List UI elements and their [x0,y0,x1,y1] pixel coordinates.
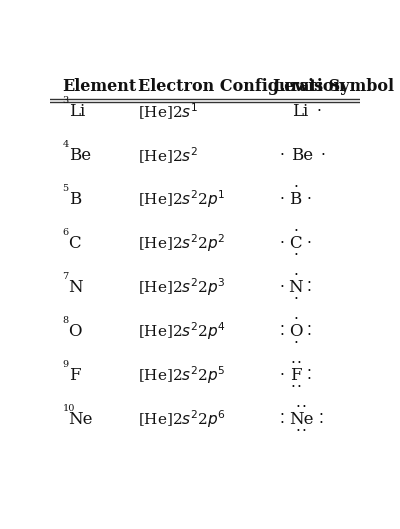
Text: ·: · [296,424,300,439]
Text: O: O [69,323,82,340]
Text: ·: · [317,104,322,119]
Text: N: N [288,279,303,296]
Text: $\mathregular{[He]2}s^{2}\mathregular{2}p^{2}$: $\mathregular{[He]2}s^{2}\mathregular{2}… [138,233,226,254]
Text: ·: · [293,268,298,283]
Text: 10: 10 [62,404,75,413]
Text: ·: · [290,380,295,395]
Text: Element: Element [62,78,137,95]
Text: ·: · [307,285,312,299]
Text: ·: · [307,329,312,343]
Text: O: O [289,323,302,340]
Text: ·: · [280,280,284,295]
Text: ·: · [307,236,312,251]
Text: ·: · [296,380,301,395]
Text: ·: · [302,400,307,415]
Text: ·: · [280,407,284,423]
Text: ·: · [280,320,284,334]
Text: ·: · [293,248,298,263]
Text: 6: 6 [62,227,68,236]
Text: ·: · [293,336,298,351]
Text: ·: · [293,292,298,307]
Text: $\mathregular{[He]2}s^{1}$: $\mathregular{[He]2}s^{1}$ [138,102,199,122]
Text: F: F [69,367,80,384]
Text: B: B [289,191,302,208]
Text: Ne: Ne [289,411,313,428]
Text: C: C [289,235,302,252]
Text: ·: · [280,192,284,207]
Text: ·: · [307,192,312,207]
Text: $\mathregular{[He]2}s^{2}\mathregular{2}p^{6}$: $\mathregular{[He]2}s^{2}\mathregular{2}… [138,408,226,430]
Text: F: F [290,367,301,384]
Text: 8: 8 [62,316,68,325]
Text: ·: · [307,372,312,387]
Text: ·: · [307,363,312,379]
Text: 7: 7 [62,271,69,280]
Text: 4: 4 [62,140,69,149]
Text: ·: · [290,356,295,371]
Text: ·: · [320,148,325,163]
Text: ·: · [318,416,323,432]
Text: 5: 5 [62,184,68,193]
Text: ·: · [293,180,298,195]
Text: Be: Be [69,147,91,164]
Text: C: C [69,235,81,252]
Text: $\mathregular{[He]2}s^{2}\mathregular{2}p^{3}$: $\mathregular{[He]2}s^{2}\mathregular{2}… [138,277,226,298]
Text: ·: · [280,329,284,343]
Text: $\mathregular{[He]2}s^{2}\mathregular{2}p^{4}$: $\mathregular{[He]2}s^{2}\mathregular{2}… [138,321,226,342]
Text: ·: · [296,400,300,415]
Text: ·: · [280,236,284,251]
Text: Li: Li [292,103,309,120]
Text: $\mathregular{[He]2}s^{2}$: $\mathregular{[He]2}s^{2}$ [138,145,199,166]
Text: ·: · [296,356,301,371]
Text: Li: Li [69,103,85,120]
Text: 3: 3 [62,96,69,105]
Text: ·: · [293,224,298,239]
Text: Lewis Symbol: Lewis Symbol [273,78,394,95]
Text: ·: · [318,407,323,423]
Text: 9: 9 [62,360,68,369]
Text: Ne: Ne [69,411,93,428]
Text: B: B [69,191,81,208]
Text: Electron Configuration: Electron Configuration [138,78,346,95]
Text: ·: · [307,320,312,334]
Text: N: N [69,279,83,296]
Text: ·: · [307,276,312,290]
Text: ·: · [280,368,284,383]
Text: $\mathregular{[He]2}s^{2}\mathregular{2}p^{5}$: $\mathregular{[He]2}s^{2}\mathregular{2}… [138,364,226,386]
Text: ·: · [293,312,298,327]
Text: ·: · [280,148,284,163]
Text: $\mathregular{[He]2}s^{2}\mathregular{2}p^{1}$: $\mathregular{[He]2}s^{2}\mathregular{2}… [138,189,226,211]
Text: Be: Be [291,147,314,164]
Text: ·: · [280,416,284,432]
Text: ·: · [302,424,307,439]
